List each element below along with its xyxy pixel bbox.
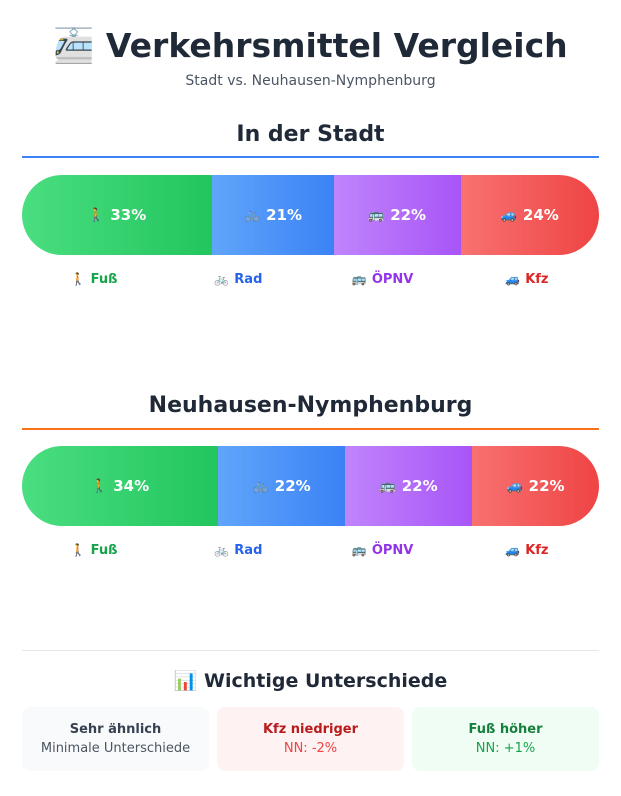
legend-item: 🚲 Rad bbox=[166, 272, 310, 287]
legend: 🚶 Fuß 🚲 Rad 🚌 ÖPNV 🚙 Kfz bbox=[22, 543, 599, 558]
card-text: NN: -2% bbox=[283, 741, 338, 756]
bus-icon: 🚌 bbox=[351, 543, 367, 557]
section-title: Neuhausen-Nymphenburg bbox=[148, 393, 473, 418]
difference-card: Fuß höher NN: +1% bbox=[412, 707, 599, 771]
bicycle-icon: 🚲 bbox=[214, 543, 230, 557]
bicycle-icon: 🚲 bbox=[252, 478, 269, 494]
legend-label: ÖPNV bbox=[371, 543, 414, 558]
bar-chart-icon: 📊 bbox=[173, 670, 198, 692]
stacked-bar: 🚶 33% 🚲 21% 🚌 22% 🚙 24% bbox=[22, 175, 599, 255]
bar-segment-car: 🚙 22% bbox=[472, 446, 599, 526]
legend: 🚶 Fuß 🚲 Rad 🚌 ÖPNV 🚙 Kfz bbox=[22, 272, 599, 287]
bar-segment-bicycle: 🚲 22% bbox=[218, 446, 346, 526]
stacked-bar: 🚶 34% 🚲 22% 🚌 22% 🚙 22% bbox=[22, 446, 599, 526]
car-icon: 🚙 bbox=[505, 272, 521, 286]
difference-card: Kfz niedriger NN: -2% bbox=[217, 707, 404, 771]
card-text: NN: +1% bbox=[475, 741, 536, 756]
bar-segment-walking: 🚶 33% bbox=[22, 175, 213, 255]
bus-icon: 🚌 bbox=[351, 272, 367, 286]
legend-label: Fuß bbox=[90, 272, 118, 287]
section-rule bbox=[22, 428, 599, 430]
data-label: 24% bbox=[522, 206, 559, 224]
divider bbox=[22, 650, 599, 651]
data-label: 34% bbox=[113, 477, 150, 495]
bar-segment-bus: 🚌 22% bbox=[345, 446, 473, 526]
legend-item: 🚙 Kfz bbox=[455, 272, 599, 287]
card-title: Sehr ähnlich bbox=[69, 722, 162, 737]
differences-title-text: Wichtige Unterschiede bbox=[204, 670, 448, 692]
section-rule bbox=[22, 156, 599, 158]
car-icon: 🚙 bbox=[505, 543, 521, 557]
walking-icon: 🚶 bbox=[70, 543, 86, 557]
legend-item: 🚶 Fuß bbox=[22, 272, 166, 287]
differences-title: 📊 Wichtige Unterschiede bbox=[0, 669, 621, 692]
legend-item: 🚌 ÖPNV bbox=[311, 272, 455, 287]
card-title: Kfz niedriger bbox=[262, 722, 359, 737]
legend-item: 🚌 ÖPNV bbox=[311, 543, 455, 558]
bicycle-icon: 🚲 bbox=[214, 272, 230, 286]
walking-icon: 🚶 bbox=[91, 478, 108, 494]
data-label: 22% bbox=[528, 477, 565, 495]
legend-label: ÖPNV bbox=[371, 272, 414, 287]
legend-item: 🚶 Fuß bbox=[22, 543, 166, 558]
bus-icon: 🚌 bbox=[379, 478, 396, 494]
card-text: Minimale Unterschiede bbox=[40, 741, 191, 756]
section-title: In der Stadt bbox=[236, 122, 385, 147]
bus-icon: 🚌 bbox=[368, 207, 385, 223]
data-label: 22% bbox=[401, 477, 438, 495]
card-title: Fuß höher bbox=[468, 722, 543, 737]
difference-card: Sehr ähnlich Minimale Unterschiede bbox=[22, 707, 209, 771]
data-label: 33% bbox=[110, 206, 147, 224]
train-icon: 🚈 bbox=[53, 26, 95, 65]
data-label: 21% bbox=[266, 206, 303, 224]
data-label: 22% bbox=[390, 206, 427, 224]
bicycle-icon: 🚲 bbox=[243, 207, 261, 223]
legend-item: 🚙 Kfz bbox=[455, 543, 599, 558]
car-icon: 🚙 bbox=[500, 207, 517, 223]
title-text: Verkehrsmittel Vergleich bbox=[105, 26, 568, 65]
difference-cards: Sehr ähnlich Minimale Unterschiede Kfz nie… bbox=[22, 707, 599, 771]
bar-segment-bicycle: 🚲 21% bbox=[212, 175, 334, 255]
walking-icon: 🚶 bbox=[88, 207, 105, 223]
walking-icon: 🚶 bbox=[70, 272, 86, 286]
data-label: 22% bbox=[274, 477, 311, 495]
legend-label: Kfz bbox=[525, 272, 549, 287]
legend-item: 🚲 Rad bbox=[166, 543, 310, 558]
legend-label: Rad bbox=[234, 272, 263, 287]
legend-label: Rad bbox=[234, 543, 263, 558]
page-title: 🚈 Verkehrsmittel Vergleich bbox=[0, 26, 621, 66]
bar-segment-car: 🚙 24% bbox=[460, 175, 599, 255]
subtitle: Stadt vs. Neuhausen-Nymphenburg bbox=[185, 73, 436, 89]
car-icon: 🚙 bbox=[506, 478, 523, 494]
legend-label: Kfz bbox=[525, 543, 549, 558]
legend-label: Fuß bbox=[90, 543, 118, 558]
bar-segment-walking: 🚶 34% bbox=[22, 446, 219, 526]
bar-segment-bus: 🚌 22% bbox=[333, 175, 461, 255]
